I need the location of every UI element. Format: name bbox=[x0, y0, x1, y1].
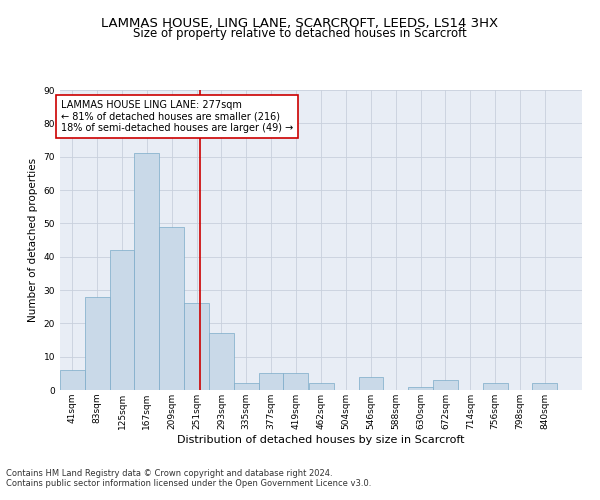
Bar bbox=[482, 384, 508, 390]
X-axis label: Distribution of detached houses by size in Scarcroft: Distribution of detached houses by size … bbox=[177, 434, 465, 444]
Bar bbox=[60, 370, 85, 390]
Bar bbox=[209, 334, 234, 390]
Bar bbox=[433, 380, 458, 390]
Bar bbox=[110, 250, 134, 390]
Bar bbox=[234, 384, 259, 390]
Bar bbox=[408, 386, 433, 390]
Bar bbox=[85, 296, 110, 390]
Bar bbox=[160, 226, 184, 390]
Bar bbox=[532, 384, 557, 390]
Bar bbox=[184, 304, 209, 390]
Text: Size of property relative to detached houses in Scarcroft: Size of property relative to detached ho… bbox=[133, 28, 467, 40]
Text: LAMMAS HOUSE, LING LANE, SCARCROFT, LEEDS, LS14 3HX: LAMMAS HOUSE, LING LANE, SCARCROFT, LEED… bbox=[101, 18, 499, 30]
Text: Contains public sector information licensed under the Open Government Licence v3: Contains public sector information licen… bbox=[6, 478, 371, 488]
Bar bbox=[309, 384, 334, 390]
Bar bbox=[259, 374, 283, 390]
Bar bbox=[134, 154, 160, 390]
Y-axis label: Number of detached properties: Number of detached properties bbox=[28, 158, 38, 322]
Text: LAMMAS HOUSE LING LANE: 277sqm
← 81% of detached houses are smaller (216)
18% of: LAMMAS HOUSE LING LANE: 277sqm ← 81% of … bbox=[61, 100, 293, 133]
Text: Contains HM Land Registry data © Crown copyright and database right 2024.: Contains HM Land Registry data © Crown c… bbox=[6, 468, 332, 477]
Bar bbox=[283, 374, 308, 390]
Bar bbox=[359, 376, 383, 390]
